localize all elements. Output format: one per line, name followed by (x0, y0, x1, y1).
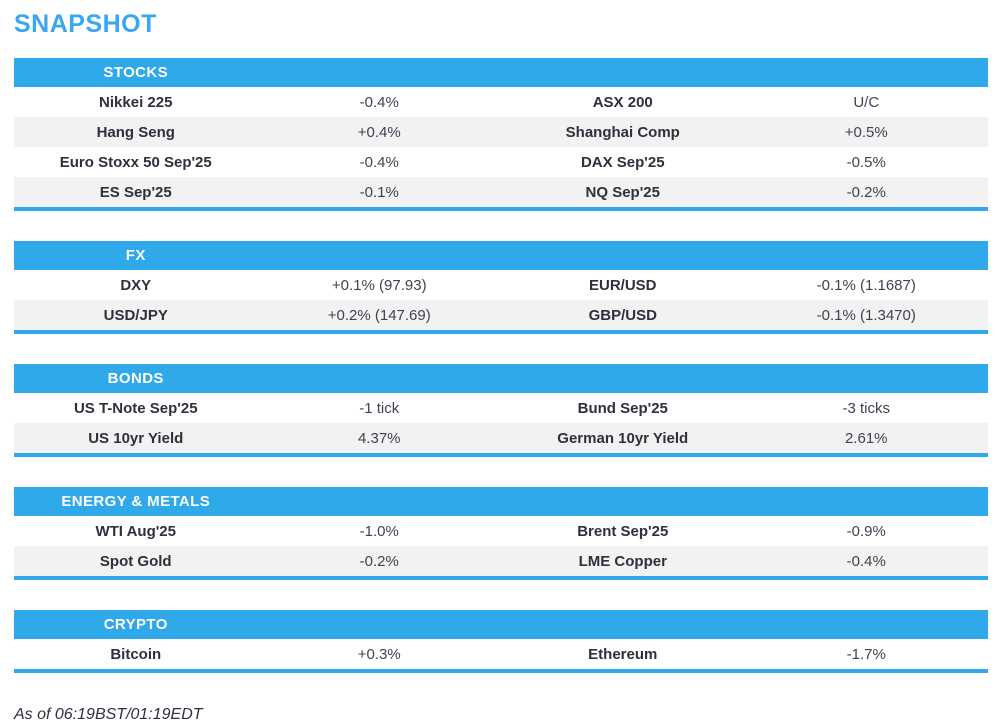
instrument-label: Hang Seng (96, 123, 175, 141)
section-header-bar: ENERGY & METALS (14, 487, 988, 516)
instrument-label: Bitcoin (110, 645, 162, 663)
instrument-value: -3 ticks (842, 399, 890, 417)
section-header-bar: STOCKS (14, 58, 988, 87)
instrument-value: -1.7% (846, 645, 886, 663)
table-row: Bitcoin +0.3% Ethereum -1.7% (14, 639, 988, 669)
table-row: ES Sep'25 -0.1% NQ Sep'25 -0.2% (14, 177, 988, 207)
section-title: FX (125, 247, 146, 264)
instrument-label: Ethereum (588, 645, 658, 663)
page-title: SNAPSHOT (14, 10, 157, 38)
sections-container: STOCKS Nikkei 225 -0.4% ASX 200 U/C Hang Seng… (14, 58, 988, 673)
timestamp-note: As of 06:19BST/01:19EDT (14, 706, 203, 723)
section-energy-metals: ENERGY & METALS WTI Aug'25 -1.0% Brent Sep'… (14, 487, 988, 580)
instrument-value: +0.4% (357, 123, 401, 141)
instrument-label: Shanghai Comp (565, 123, 680, 141)
section-fx: FX DXY +0.1% (97.93) EUR/USD -0.1% (1.1687) U… (14, 241, 988, 334)
section-bonds: BONDS US T-Note Sep'25 -1 tick Bund Sep'25 -… (14, 364, 988, 457)
instrument-label: Brent Sep'25 (577, 522, 669, 540)
instrument-label: US T-Note Sep'25 (73, 399, 198, 417)
table-row: US T-Note Sep'25 -1 tick Bund Sep'25 -3 tic… (14, 393, 988, 423)
instrument-value: -0.2% (359, 552, 399, 570)
section-title: BONDS (107, 370, 164, 387)
table-row: WTI Aug'25 -1.0% Brent Sep'25 -0.9% (14, 516, 988, 546)
instrument-label: German 10yr Yield (557, 429, 689, 447)
instrument-value: -0.4% (359, 93, 399, 111)
instrument-label: NQ Sep'25 (585, 183, 660, 201)
instrument-value: +0.2% (147.69) (327, 306, 431, 324)
instrument-value: -0.4% (846, 552, 886, 570)
instrument-value: -0.2% (846, 183, 886, 201)
table-row: Hang Seng +0.4% Shanghai Comp +0.5% (14, 117, 988, 147)
instrument-label: Euro Stoxx 50 Sep'25 (59, 153, 212, 171)
instrument-value: -0.4% (359, 153, 399, 171)
section-header-bar: BONDS (14, 364, 988, 393)
instrument-value: 4.37% (357, 429, 401, 447)
instrument-label: DXY (120, 276, 152, 294)
table-row: DXY +0.1% (97.93) EUR/USD -0.1% (1.1687) (14, 270, 988, 300)
section-stocks: STOCKS Nikkei 225 -0.4% ASX 200 U/C Hang Seng… (14, 58, 988, 211)
section-title: ENERGY & METALS (61, 493, 211, 510)
instrument-label: Nikkei 225 (99, 93, 173, 111)
table-row: Euro Stoxx 50 Sep'25 -0.4% DAX Sep'25 -0.5% (14, 147, 988, 177)
table-row: USD/JPY +0.2% (147.69) GBP/USD -0.1% (1.347… (14, 300, 988, 330)
instrument-value: U/C (853, 93, 880, 111)
instrument-label: DAX Sep'25 (580, 153, 665, 171)
section-header-bar: CRYPTO (14, 610, 988, 639)
section-crypto: CRYPTO Bitcoin +0.3% Ethereum -1.7% (14, 610, 988, 673)
instrument-value: +0.3% (357, 645, 401, 663)
instrument-label: EUR/USD (588, 276, 657, 294)
section-header-bar: FX (14, 241, 988, 270)
section-title: STOCKS (103, 64, 169, 81)
instrument-value: -0.1% (1.1687) (816, 276, 916, 294)
section-title: CRYPTO (103, 616, 168, 633)
table-row: US 10yr Yield 4.37% German 10yr Yield 2.61% (14, 423, 988, 453)
instrument-label: GBP/USD (588, 306, 657, 324)
instrument-label: Spot Gold (99, 552, 172, 570)
table-row: Nikkei 225 -0.4% ASX 200 U/C (14, 87, 988, 117)
instrument-label: USD/JPY (103, 306, 168, 324)
instrument-label: WTI Aug'25 (95, 522, 176, 540)
instrument-label: ES Sep'25 (99, 183, 172, 201)
instrument-value: -0.1% (359, 183, 399, 201)
instrument-label: LME Copper (578, 552, 667, 570)
table-row: Spot Gold -0.2% LME Copper -0.4% (14, 546, 988, 576)
instrument-value: 2.61% (844, 429, 888, 447)
instrument-value: -0.9% (846, 522, 886, 540)
instrument-value: -1 tick (359, 399, 400, 417)
instrument-value: +0.1% (97.93) (331, 276, 427, 294)
instrument-label: ASX 200 (592, 93, 653, 111)
instrument-value: -0.5% (846, 153, 886, 171)
instrument-value: -1.0% (359, 522, 399, 540)
instrument-label: Bund Sep'25 (577, 399, 668, 417)
instrument-label: US 10yr Yield (88, 429, 184, 447)
instrument-value: +0.5% (844, 123, 888, 141)
instrument-value: -0.1% (1.3470) (816, 306, 916, 324)
